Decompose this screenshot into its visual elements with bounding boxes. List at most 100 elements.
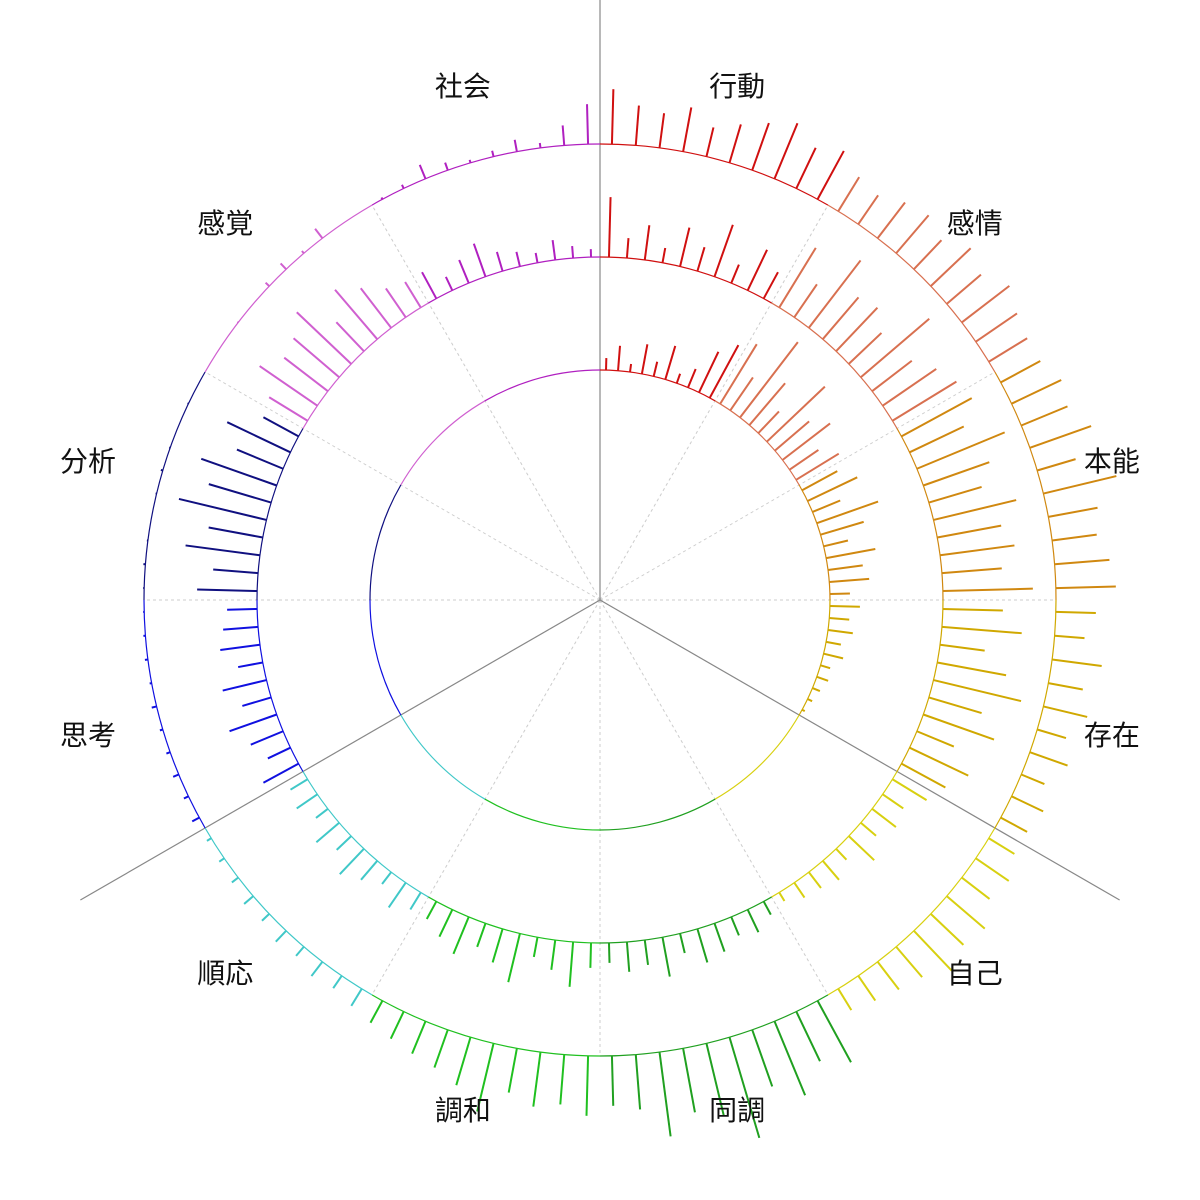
- ring-arc: [204, 827, 373, 996]
- bar: [961, 876, 991, 900]
- bar: [1051, 533, 1097, 542]
- bar: [197, 588, 258, 593]
- ring-arc: [256, 599, 304, 772]
- bar: [1000, 360, 1041, 384]
- bar: [1055, 585, 1116, 590]
- segment-label: 思考: [60, 719, 116, 752]
- bar: [191, 816, 200, 823]
- bar: [279, 262, 287, 270]
- bar: [607, 942, 611, 963]
- bar: [1020, 773, 1045, 785]
- bar: [729, 376, 754, 412]
- bar: [385, 287, 407, 318]
- bar: [425, 900, 438, 920]
- ring-arc: [896, 599, 944, 772]
- bar: [739, 341, 799, 419]
- ring-arc: [428, 896, 601, 944]
- bar: [751, 1029, 774, 1087]
- bar: [243, 895, 254, 905]
- bar: [882, 793, 904, 810]
- bar: [687, 368, 697, 388]
- bar: [476, 1043, 495, 1112]
- segment-label: 行動: [709, 70, 765, 103]
- bar: [625, 941, 631, 972]
- bar: [825, 640, 842, 646]
- ring-arc: [599, 896, 772, 944]
- bar: [746, 909, 760, 933]
- bar: [728, 1036, 761, 1139]
- bar: [1048, 682, 1083, 691]
- bar: [1020, 405, 1068, 427]
- bar: [682, 1048, 696, 1113]
- bar: [314, 228, 324, 239]
- bar: [816, 150, 845, 200]
- bar: [698, 351, 720, 393]
- ring-arc: [827, 204, 996, 373]
- bar: [808, 871, 822, 889]
- bar: [664, 345, 677, 380]
- bar: [458, 259, 470, 284]
- ring-arc: [599, 994, 829, 1057]
- bar: [829, 617, 850, 621]
- bar: [1000, 816, 1028, 833]
- bar: [730, 916, 740, 936]
- bar: [928, 696, 982, 714]
- bar: [876, 961, 900, 991]
- bar: [237, 661, 263, 669]
- bar: [1029, 425, 1092, 449]
- ring-arc: [896, 428, 944, 601]
- segment-label: 調和: [435, 1094, 491, 1127]
- bar: [946, 273, 982, 305]
- bar: [778, 891, 786, 902]
- bar: [807, 698, 813, 703]
- bar: [679, 933, 686, 954]
- bar: [751, 122, 770, 171]
- bar: [625, 238, 630, 259]
- bar: [551, 239, 557, 261]
- bar: [941, 567, 1002, 575]
- bar: [900, 397, 973, 438]
- bar: [913, 930, 953, 972]
- bar: [891, 380, 957, 422]
- bar: [409, 891, 422, 911]
- segment-label: 存在: [1084, 719, 1140, 752]
- bar: [532, 937, 539, 958]
- ring-arc: [771, 302, 898, 429]
- bar: [801, 470, 838, 492]
- bar: [774, 420, 810, 452]
- bar: [829, 605, 860, 608]
- bar: [661, 937, 671, 977]
- bar: [200, 457, 278, 487]
- ring-arc: [827, 827, 996, 996]
- bar: [389, 1011, 405, 1040]
- ring-arc: [256, 428, 304, 601]
- bar: [220, 643, 261, 651]
- bar: [444, 276, 454, 291]
- bar: [262, 762, 300, 784]
- bar: [679, 227, 691, 267]
- bar: [1054, 558, 1110, 566]
- bar: [909, 425, 965, 454]
- bar: [820, 520, 864, 536]
- bar: [213, 568, 259, 575]
- bar: [928, 486, 982, 504]
- bar: [295, 946, 305, 957]
- bar: [292, 337, 340, 378]
- bar: [455, 1036, 472, 1086]
- bar: [229, 713, 278, 733]
- bar: [1055, 610, 1096, 614]
- bar: [922, 461, 990, 487]
- bar: [808, 259, 862, 329]
- bar: [941, 625, 1022, 635]
- bar: [848, 835, 875, 861]
- segment-label: 順応: [197, 957, 253, 990]
- ring-arc: [143, 599, 206, 829]
- bar: [242, 696, 272, 707]
- bar: [933, 679, 1022, 703]
- segment-label: 感情: [947, 207, 1003, 240]
- bar: [658, 1051, 672, 1137]
- ring-arc: [599, 369, 716, 402]
- bar: [250, 730, 284, 746]
- ring-arc: [302, 771, 429, 898]
